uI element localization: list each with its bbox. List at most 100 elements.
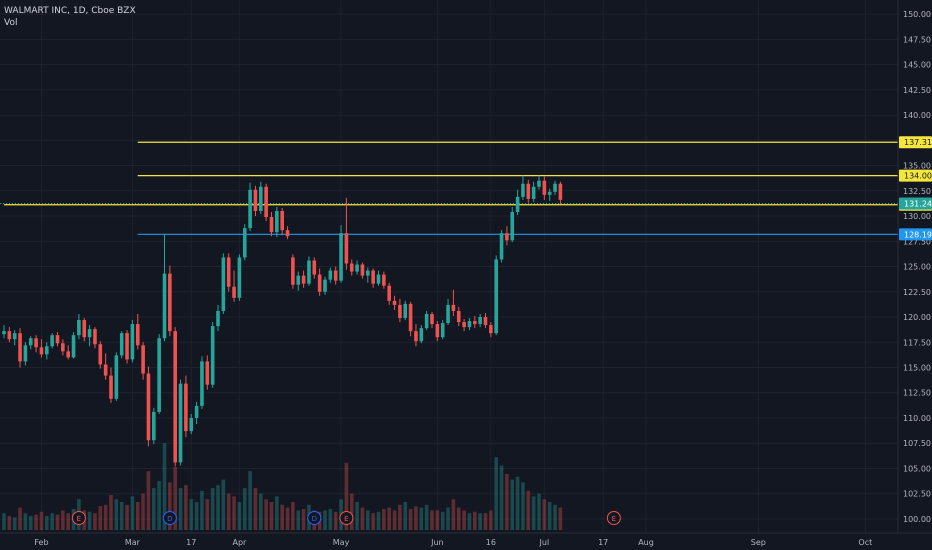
volume-bar — [162, 443, 167, 530]
candle-body — [446, 304, 450, 324]
volume-bar — [34, 514, 38, 530]
candle-body — [558, 183, 563, 200]
volume-bar — [119, 502, 124, 530]
price-tick-label: 142.50 — [903, 86, 931, 95]
volume-bar — [248, 471, 252, 530]
price-axis[interactable]: 100.00 102.50 105.00 107.50 110.00 112.50 115.… — [903, 10, 931, 524]
candle-body — [296, 275, 301, 285]
price-tick-label: 110.00 — [903, 414, 931, 423]
volume-bar — [141, 493, 145, 530]
volume-bar — [125, 504, 129, 530]
candle-body — [12, 333, 17, 340]
last-price-tag-text: 131.24 — [904, 200, 932, 209]
volume-bar — [526, 490, 531, 530]
price-tick-label: 100.00 — [903, 515, 931, 524]
candle-body — [103, 364, 108, 376]
level-lines[interactable] — [0, 141, 898, 235]
candle-body — [510, 212, 515, 241]
candle-body — [189, 417, 194, 432]
candle-body — [285, 230, 290, 237]
volume-bar — [135, 502, 140, 530]
volume-bar — [542, 499, 547, 530]
candle-body — [419, 328, 424, 342]
volume-bar — [414, 506, 418, 530]
candle-body — [317, 274, 322, 292]
candle-body — [408, 303, 413, 332]
volume-bar — [323, 510, 327, 530]
time-tick-label: Oct — [858, 538, 872, 547]
earnings-marker[interactable] — [606, 511, 621, 525]
volume-bar — [435, 510, 440, 530]
volume-bar — [18, 507, 22, 530]
candle-body — [339, 233, 343, 281]
price-tick-label: 127.50 — [903, 237, 931, 246]
candle-body — [537, 180, 541, 187]
volume-bar — [328, 509, 333, 530]
volume-bar — [424, 504, 429, 530]
candle-body — [515, 196, 520, 212]
candle-body — [440, 323, 445, 338]
volume-bar — [178, 488, 183, 530]
volume-bar — [221, 479, 226, 530]
candle-body — [232, 286, 236, 298]
price-tick-label: 145.00 — [903, 61, 931, 70]
candle-body — [451, 304, 456, 311]
candle-body — [526, 183, 531, 199]
volume-bar — [194, 502, 199, 530]
volume-bar — [296, 510, 301, 530]
candle-body — [226, 257, 231, 287]
candle-body — [119, 333, 124, 356]
volume-bar — [333, 511, 338, 530]
dividend-marker[interactable] — [162, 511, 177, 525]
candle-body — [499, 233, 504, 260]
candle-body — [494, 259, 498, 334]
time-tick-label: 16 — [486, 538, 496, 547]
volume-bar — [547, 502, 552, 530]
earnings-marker[interactable] — [71, 511, 86, 525]
volume-bar — [173, 467, 177, 530]
candle-body — [66, 351, 70, 358]
volume-bar — [39, 511, 44, 530]
volume-bar — [387, 507, 391, 530]
volume-bar — [269, 502, 274, 530]
candle-body — [376, 274, 381, 284]
candle-body — [71, 335, 76, 358]
time-tick-label: 17 — [598, 538, 608, 547]
volume-bar — [344, 462, 349, 530]
candle-body — [264, 186, 268, 218]
candle-body — [18, 333, 22, 362]
dividend-marker[interactable] — [307, 511, 322, 525]
candle-body — [435, 324, 440, 338]
earnings-marker[interactable] — [339, 511, 354, 525]
price-tick-label: 120.00 — [903, 313, 931, 322]
price-tick-label: 140.00 — [903, 111, 931, 120]
volume-bar — [103, 504, 108, 530]
candle-body — [141, 345, 145, 374]
volume-bar — [553, 504, 557, 530]
volume-bar — [285, 507, 290, 530]
candle-body — [162, 273, 167, 339]
candle-body — [93, 329, 97, 345]
volume-bar — [366, 510, 370, 530]
time-axis[interactable]: Feb Mar 17 Apr May Jun 16 Jul 17 Aug Sep Oct — [34, 538, 872, 547]
volume-bar — [253, 488, 258, 530]
event-marker-label: E — [344, 515, 348, 523]
volume-bar — [55, 514, 60, 530]
candle-body — [98, 344, 103, 365]
candle-body — [462, 322, 466, 328]
volume-bar — [93, 513, 97, 530]
candle-body — [275, 210, 279, 233]
candle-body — [50, 335, 54, 347]
volume-bar — [505, 474, 509, 530]
volume-bar — [45, 516, 49, 530]
candles — [2, 175, 563, 467]
event-marker-label: D — [312, 515, 317, 523]
time-tick-label: Aug — [638, 538, 654, 547]
candle-body — [200, 361, 204, 406]
level-tag-text: 137.31 — [904, 138, 932, 147]
time-tick-label: Mar — [125, 538, 141, 547]
volume-bar — [98, 506, 103, 530]
